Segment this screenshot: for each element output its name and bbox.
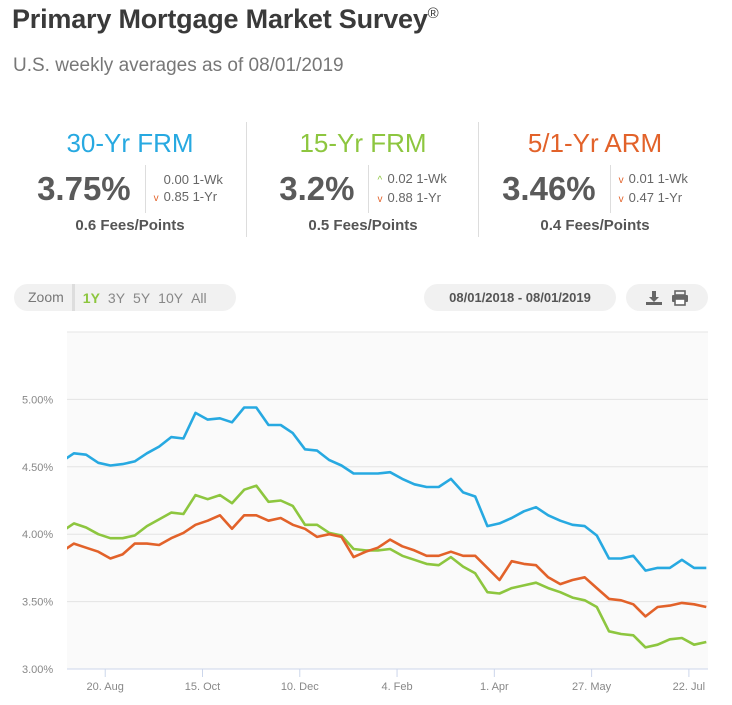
product-name: 15-Yr FRM: [299, 128, 427, 158]
down-arrow-icon: v: [377, 194, 383, 205]
date-range-button[interactable]: 08/01/2018 - 08/01/2019: [424, 284, 616, 311]
page-subtitle: U.S. weekly averages as of 08/01/2019: [13, 55, 344, 76]
series-line-1: [67, 484, 707, 649]
x-tick-label: 4. Feb: [381, 681, 412, 693]
y-tick-label: 4.00%: [22, 529, 53, 541]
title-text: Primary Mortgage Market Survey: [12, 4, 428, 34]
yearly-change: v 0.88 1-Yr: [377, 189, 446, 208]
rate-card: 30-Yr FRM 3.75% 0.00 1-Wk v 0.85 1-Yr 0.6…: [14, 122, 246, 237]
print-icon[interactable]: [671, 289, 689, 306]
x-tick-label: 27. May: [572, 681, 612, 693]
zoom-option-3y[interactable]: 3Y: [107, 289, 126, 306]
rate-card: 15-Yr FRM 3.2% ^ 0.02 1-Wk v 0.88 1-Yr 0.5…: [246, 122, 479, 237]
weekly-change: v 0.01 1-Wk: [619, 170, 688, 189]
download-icon[interactable]: [645, 290, 663, 306]
zoom-label: Zoom: [14, 284, 75, 311]
rate-value: 3.46%: [502, 165, 611, 213]
x-tick-label: 20. Aug: [87, 681, 124, 693]
y-tick-label: 4.50%: [22, 462, 53, 474]
series-line-0: [67, 406, 707, 572]
rate-value: 3.2%: [279, 165, 370, 213]
product-name: 5/1-Yr ARM: [527, 128, 663, 158]
down-arrow-icon: v: [618, 175, 624, 186]
x-tick-label: 22. Jul: [673, 681, 705, 693]
x-tick-label: 15. Oct: [185, 681, 220, 693]
rate-card: 5/1-Yr ARM 3.46% v 0.01 1-Wk v 0.47 1-Yr 0…: [478, 122, 711, 237]
plot-background: [67, 332, 708, 669]
series-line-2: [67, 513, 707, 618]
fees-points: 0.5 Fees/Points: [308, 217, 418, 234]
page-title: Primary Mortgage Market Survey®: [12, 4, 439, 35]
registered-mark: ®: [427, 5, 439, 22]
zoom-selector: Zoom 1Y 3Y 5Y 10Y All: [14, 284, 236, 311]
weekly-change: ^ 0.02 1-Wk: [377, 170, 446, 189]
product-name: 30-Yr FRM: [66, 128, 194, 158]
down-arrow-icon: v: [618, 194, 624, 205]
down-arrow-icon: v: [153, 193, 159, 204]
zoom-option-all[interactable]: All: [191, 289, 207, 306]
fees-points: 0.4 Fees/Points: [540, 217, 650, 234]
x-tick-label: 10. Dec: [281, 681, 319, 693]
y-tick-label: 3.00%: [22, 664, 53, 676]
yearly-change: v 0.85 1-Yr: [154, 188, 223, 207]
fees-points: 0.6 Fees/Points: [75, 217, 185, 234]
chart-tools: [626, 284, 708, 311]
zoom-option-10y[interactable]: 10Y: [158, 289, 184, 306]
zoom-option-5y[interactable]: 5Y: [133, 289, 151, 306]
y-tick-label: 3.50%: [22, 597, 53, 609]
weekly-change: 0.00 1-Wk: [163, 172, 223, 187]
yearly-change: v 0.47 1-Yr: [619, 189, 688, 208]
rate-value: 3.75%: [37, 165, 146, 213]
x-tick-label: 1. Apr: [480, 681, 509, 693]
up-arrow-icon: ^: [377, 175, 383, 186]
zoom-option-1y[interactable]: 1Y: [82, 289, 100, 306]
y-tick-label: 5.00%: [22, 394, 53, 406]
